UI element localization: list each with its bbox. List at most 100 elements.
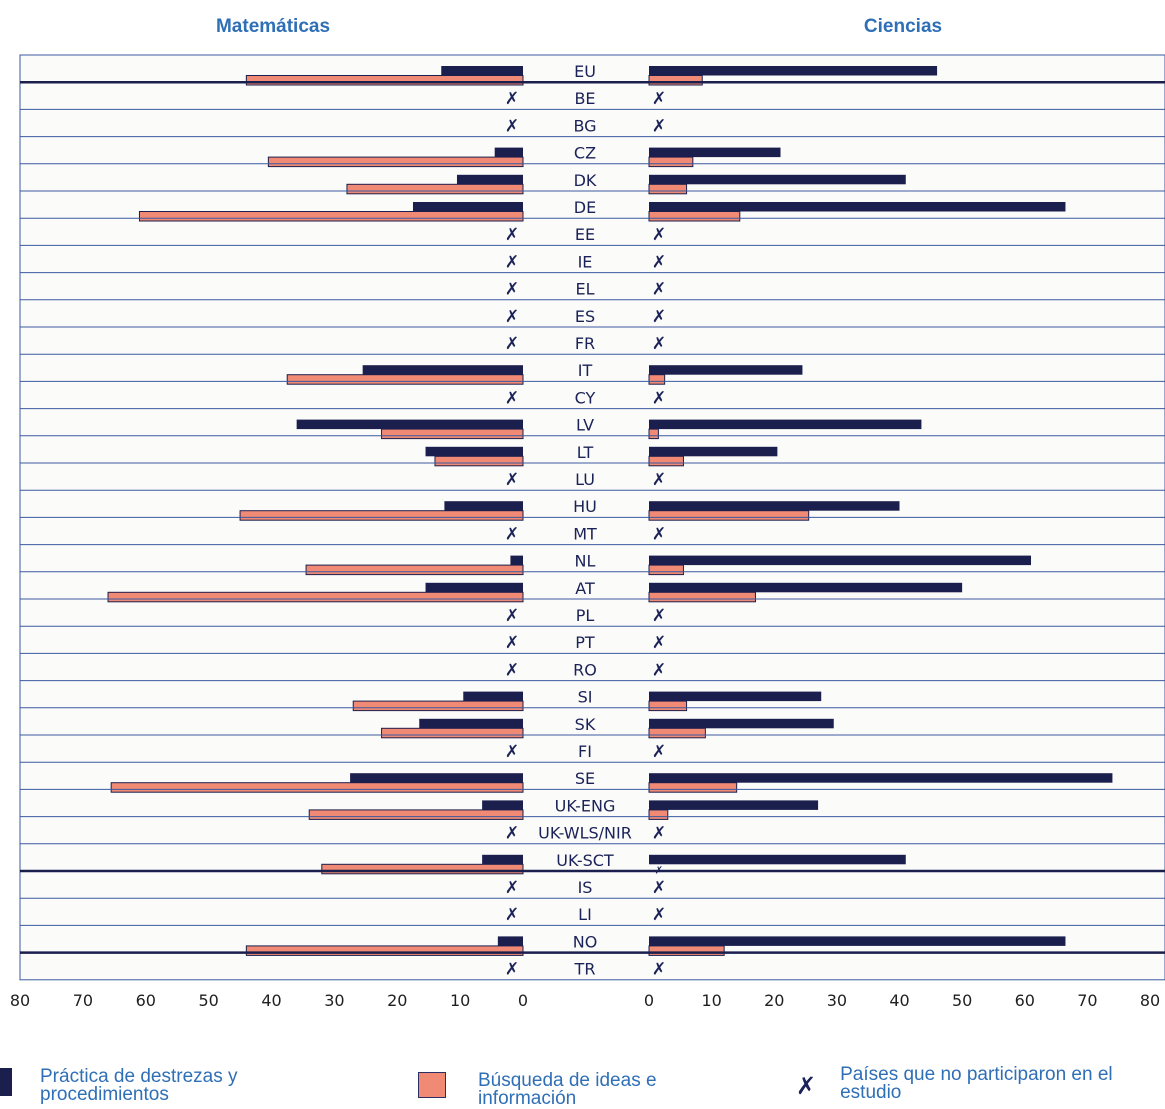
not-participated-mark-science: ✗	[652, 960, 666, 980]
bar-math-search	[321, 863, 524, 875]
category-label: LT	[577, 443, 594, 462]
bar-math-practice	[497, 936, 523, 946]
bar-math-practice	[441, 66, 523, 76]
category-label: TR	[574, 960, 596, 979]
bar-math-search	[110, 782, 524, 793]
category-label: EU	[574, 62, 596, 81]
bar-science-practice	[649, 174, 906, 185]
bar-math-practice	[296, 419, 523, 430]
category-label: CY	[575, 388, 596, 407]
not-participated-mark-math: ✗	[505, 225, 519, 245]
tick-label-math: 50	[198, 991, 218, 1010]
category-label: EE	[575, 225, 595, 244]
not-participated-mark-math: ✗	[505, 660, 519, 680]
not-participated-mark-math: ✗	[505, 633, 519, 653]
bar-science-search	[648, 510, 810, 521]
bar-math-practice	[494, 147, 523, 158]
category-label: IE	[578, 252, 593, 271]
not-participated-mark-science: ✗	[652, 307, 666, 327]
tick-label-science: 10	[701, 991, 721, 1010]
bar-math-search	[381, 727, 524, 739]
bar-science-practice	[649, 555, 1032, 566]
bar-math-search	[346, 183, 524, 195]
legend-not-participated-label: Países que no participaron en el estudio	[840, 1064, 1113, 1103]
not-participated-mark-science: ✗	[652, 388, 666, 408]
tick-label-math: 60	[136, 991, 156, 1010]
category-label: SK	[575, 715, 596, 734]
category-label: NO	[573, 932, 598, 951]
category-label: IT	[578, 361, 593, 380]
bar-science-practice	[649, 202, 1066, 212]
bar-math-search	[245, 945, 524, 956]
tick-label-science: 40	[889, 991, 909, 1010]
not-participated-mark-science: ✗	[652, 633, 666, 653]
bar-science-practice	[649, 773, 1113, 783]
category-label: RO	[573, 660, 597, 679]
not-participated-mark-science: ✗	[652, 89, 666, 109]
not-participated-mark-math: ✗	[505, 878, 519, 898]
not-participated-mark-math: ✗	[505, 960, 519, 980]
panel-title-science: Ciencias	[864, 16, 942, 37]
legend-search-label: Búsqueda de ideas e información	[478, 1070, 657, 1109]
legend-practice-swatch	[0, 1068, 12, 1096]
cross-icon: ✗	[796, 1072, 817, 1100]
category-label: HU	[573, 497, 597, 516]
category-label: DE	[574, 198, 596, 217]
bar-science-practice	[649, 365, 803, 375]
not-participated-mark-math: ✗	[505, 606, 519, 626]
bar-science-practice	[649, 718, 834, 729]
bar-science-practice	[649, 147, 781, 158]
category-label: LU	[575, 470, 595, 489]
bar-science-practice	[649, 691, 822, 702]
tick-label-math: 20	[387, 991, 407, 1010]
bar-math-search	[138, 211, 524, 222]
category-label: AT	[575, 579, 595, 598]
category-label: PT	[575, 633, 595, 652]
not-participated-mark-math: ✗	[505, 742, 519, 762]
category-label: BE	[574, 89, 595, 108]
bar-math-practice	[425, 446, 523, 457]
bar-science-search	[648, 809, 669, 820]
tick-label-math: 10	[450, 991, 470, 1010]
not-participated-mark-science: ✗	[652, 334, 666, 354]
tick-label-science: 80	[1140, 991, 1160, 1010]
category-label: CZ	[574, 144, 596, 163]
not-participated-mark-math: ✗	[505, 280, 519, 300]
category-label: UK-ENG	[555, 796, 616, 815]
bar-math-search	[305, 564, 524, 576]
not-participated-mark-science: ✗	[652, 524, 666, 544]
bar-science-search	[648, 700, 688, 712]
tick-label-science: 20	[764, 991, 784, 1010]
category-label: UK-WLS/NIR	[538, 824, 632, 843]
bar-science-search	[648, 564, 684, 576]
category-label: DK	[574, 171, 597, 190]
category-label: LI	[578, 905, 592, 924]
bar-math-practice	[482, 800, 523, 810]
bar-science-practice	[649, 854, 906, 865]
tick-label-science: 70	[1077, 991, 1097, 1010]
bar-math-search	[434, 455, 524, 467]
bar-math-search	[308, 809, 524, 820]
bar-math-practice	[362, 365, 523, 375]
bar-science-practice	[649, 936, 1066, 946]
not-participated-mark-science: ✗	[652, 280, 666, 300]
legend-practice-label: Práctica de destrezas y procedimientos	[40, 1066, 238, 1105]
not-participated-mark-science: ✗	[652, 878, 666, 898]
not-participated-mark-math: ✗	[505, 524, 519, 544]
bar-math-search	[286, 374, 524, 385]
category-label: LV	[576, 416, 594, 435]
bar-science-search	[648, 183, 688, 195]
category-label: FI	[578, 742, 592, 761]
bar-math-search	[239, 510, 524, 521]
tick-label-science: 60	[1015, 991, 1035, 1010]
not-participated-mark-science: ✗	[652, 824, 666, 844]
tick-label-science: 50	[952, 991, 972, 1010]
tick-label-math: 0	[518, 991, 528, 1010]
not-participated-mark-math: ✗	[505, 307, 519, 327]
legend-not-participated: ✗ Países que no participaron en el estud…	[796, 1064, 1165, 1103]
not-participated-mark-science: ✗	[652, 116, 666, 136]
category-label: UK-SCT	[556, 851, 614, 870]
category-label: SE	[575, 769, 595, 788]
tick-label-math: 30	[324, 991, 344, 1010]
bar-science-practice	[649, 419, 922, 430]
